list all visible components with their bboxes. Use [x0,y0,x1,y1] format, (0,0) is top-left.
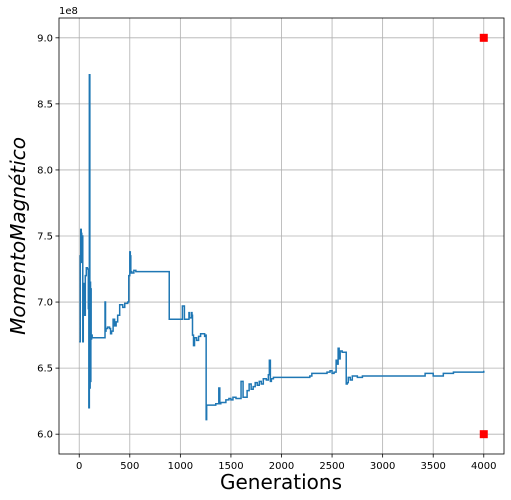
y-tick-label: 6.5 [37,364,53,375]
x-tick-label: 1500 [218,461,243,472]
x-tick-label: 1000 [168,461,193,472]
x-tick-label: 4000 [471,461,496,472]
marker-lower-bound [479,430,488,439]
series-line-magnetic-moment [79,74,485,421]
x-tick-label: 2000 [269,461,294,472]
y-tick-label: 8.0 [37,165,53,176]
marker-layer [479,33,488,439]
x-tick-label: 500 [120,461,139,472]
x-axis-ticks: 0 500 1000 1500 2000 2500 3000 3500 4000 [76,454,496,472]
x-tick-label: 3500 [420,461,445,472]
y-axis-ticks: 6.0 6.5 7.0 7.5 8.0 8.5 9.0 [37,33,59,441]
x-tick-label: 2500 [319,461,344,472]
x-axis-title: Generations [220,470,342,494]
y-tick-label: 8.5 [37,99,53,110]
series-layer [79,74,485,421]
y-tick-label: 9.0 [37,33,53,44]
y-offset-label: 1e8 [59,6,78,17]
y-tick-label: 6.0 [37,430,53,441]
y-tick-label: 7.0 [37,298,53,309]
x-tick-label: 0 [76,461,82,472]
y-tick-label: 7.5 [37,232,53,243]
y-axis-title: MomentoMagnético [6,137,30,335]
x-tick-label: 3000 [370,461,395,472]
grid [59,18,504,454]
marker-upper-bound [479,33,488,42]
